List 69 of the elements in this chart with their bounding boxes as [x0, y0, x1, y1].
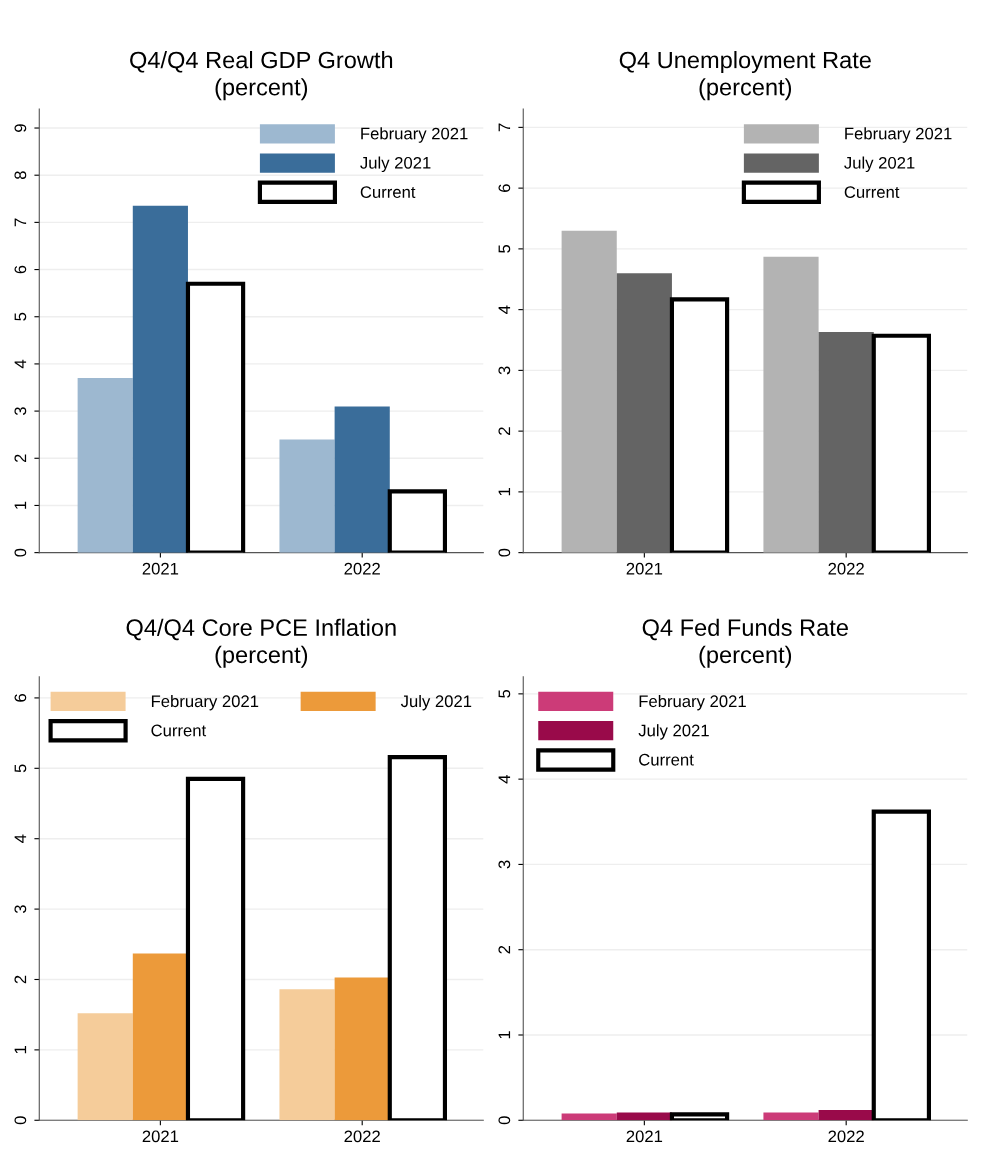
y-tick-label: 5: [14, 312, 27, 321]
legend-label: Current: [360, 186, 416, 198]
x-tick-label: 2021: [142, 1130, 179, 1143]
y-tick-label: 6: [498, 184, 511, 192]
y-tick-label: 2: [498, 945, 511, 954]
y-tick-label: 3: [14, 407, 27, 416]
x-tick-label: 2021: [626, 1130, 663, 1143]
legend-label: Current: [151, 724, 207, 737]
legend-label: July 2021: [400, 694, 472, 711]
bar: [763, 1112, 819, 1121]
x-tick-label: 2022: [828, 562, 864, 575]
y-tick-label: 0: [14, 1116, 27, 1125]
y-tick-label: 3: [498, 366, 511, 375]
y-tick-label: 0: [498, 1116, 511, 1125]
legend-label: Current: [639, 753, 694, 766]
y-tick-label: 2: [14, 454, 27, 463]
y-tick-label: 2: [14, 975, 27, 984]
bar: [818, 1110, 874, 1121]
chart-subtitle: (percent): [215, 78, 308, 101]
y-tick-label: 8: [14, 171, 27, 180]
y-tick-label: 6: [14, 694, 27, 702]
legend-label: February 2021: [361, 127, 468, 143]
y-tick-label: 4: [498, 774, 511, 784]
chart-subtitle: (percent): [215, 645, 308, 668]
y-tick-label: 4: [14, 834, 27, 843]
legend-label: July 2021: [638, 724, 709, 740]
x-tick-label: 2021: [626, 562, 663, 575]
y-tick-label: 0: [14, 548, 27, 557]
legend-label: February 2021: [151, 694, 259, 711]
bar: [132, 205, 188, 553]
y-tick-label: 0: [498, 548, 511, 557]
bar: [334, 406, 390, 553]
chart-title: Q4/Q4 Core PCE Inflation: [126, 618, 396, 641]
chart-title: Q4 Unemployment Rate: [619, 51, 871, 74]
x-tick-label: 2021: [142, 562, 179, 575]
y-tick-label: 1: [498, 1031, 511, 1039]
bar: [77, 1013, 133, 1121]
bar: [561, 1113, 617, 1121]
y-tick-label: 9: [14, 124, 27, 132]
x-tick-label: 2022: [344, 1130, 380, 1143]
legend-label: July 2021: [844, 156, 915, 173]
y-tick-label: 1: [14, 1046, 27, 1054]
y-tick-label: 2: [498, 427, 511, 435]
y-tick-label: 4: [498, 305, 511, 314]
y-tick-label: 5: [14, 764, 27, 773]
y-tick-label: 6: [14, 265, 27, 274]
bar: [77, 378, 133, 553]
chart-title: Q4/Q4 Real GDP Growth: [130, 51, 393, 73]
legend-label: February 2021: [845, 127, 952, 143]
y-tick-label: 1: [498, 488, 511, 496]
chart-subtitle: (percent): [699, 645, 792, 668]
legend-label: February 2021: [639, 694, 746, 711]
legend-label: Current: [844, 186, 900, 198]
legend-label: July 2021: [360, 156, 431, 173]
y-tick-label: 5: [498, 689, 511, 698]
x-tick-label: 2022: [344, 562, 380, 575]
y-tick-label: 3: [498, 860, 511, 869]
y-tick-label: 7: [498, 123, 511, 132]
chart-title: Q4 Fed Funds Rate: [642, 618, 848, 641]
x-tick-label: 2022: [828, 1130, 864, 1143]
bar: [132, 953, 188, 1121]
y-tick-label: 1: [14, 501, 27, 509]
chart-subtitle: (percent): [699, 78, 792, 101]
bar: [279, 989, 335, 1121]
y-tick-label: 4: [14, 359, 27, 369]
bar: [279, 439, 335, 553]
y-tick-label: 3: [14, 905, 27, 914]
y-tick-label: 7: [14, 218, 27, 227]
y-tick-label: 5: [498, 244, 511, 253]
